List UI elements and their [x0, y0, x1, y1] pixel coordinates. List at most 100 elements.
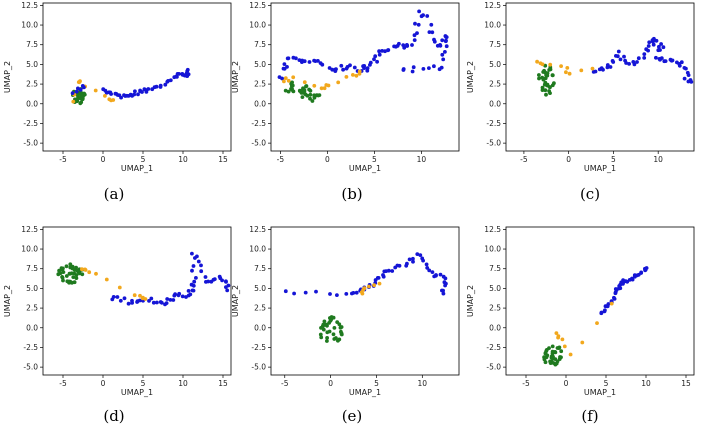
panel-a: -5.0 -2.5 0.0 2.5 5.0 7.5 10.0 12.5 -5 0 5 10 15 UMAP…: [3, 1, 232, 203]
scatter-point-blue: [397, 41, 401, 46]
scatter-point-blue: [383, 49, 387, 54]
scatter-point-orange: [556, 335, 560, 340]
scatter-point-orange: [565, 66, 570, 70]
scatter-point-blue: [158, 83, 163, 88]
panel-caption: (a): [104, 185, 125, 203]
scatter-point-blue: [302, 59, 307, 64]
scatter-point-orange: [595, 321, 599, 325]
scatter-point-blue: [415, 252, 420, 256]
scatter-point-blue: [605, 63, 610, 67]
y-tick-label: 7.5: [26, 40, 38, 49]
scatter-point-blue: [443, 34, 448, 38]
y-tick-label: 5.0: [489, 284, 501, 293]
scatter-point-green: [60, 275, 65, 280]
scatter-point-blue: [297, 58, 302, 62]
scatter-point-blue: [344, 66, 349, 71]
scatter-point-blue: [188, 292, 193, 297]
scatter-point-blue: [381, 274, 386, 279]
scatter-point-orange: [568, 352, 573, 357]
scatter-point-blue: [443, 283, 447, 288]
scatter-point-blue: [654, 38, 659, 43]
scatter-point-blue: [424, 262, 429, 267]
scatter-point-orange: [377, 281, 382, 286]
scatter-point-orange: [103, 94, 107, 98]
x-tick-label: 0: [101, 379, 106, 388]
scatter-point-blue: [352, 65, 357, 70]
scatter-point-blue: [397, 263, 402, 268]
panel-caption: (f): [581, 407, 598, 425]
scatter-point-blue: [303, 290, 308, 295]
scatter-point-blue: [111, 295, 116, 299]
scatter-point-green: [544, 92, 548, 97]
scatter-point-blue: [351, 291, 356, 295]
y-tick-label: 7.5: [489, 40, 501, 49]
scatter-point-blue: [314, 289, 318, 294]
scatter-point-blue: [282, 62, 287, 66]
scatter-point-green: [543, 80, 548, 85]
scatter-point-green: [540, 75, 545, 80]
scatter-point-blue: [175, 72, 180, 76]
x-tick-label: 15: [218, 155, 228, 164]
scatter-point-blue: [194, 276, 198, 280]
scatter-point-blue: [407, 257, 412, 262]
x-tick-label: -5: [277, 155, 285, 164]
scatter-point-green: [327, 321, 331, 325]
scatter-point-green: [327, 329, 332, 334]
scatter-point-blue: [341, 67, 345, 72]
y-tick-label: -2.5: [251, 119, 266, 128]
scatter-point-blue: [644, 266, 649, 270]
scatter-point-orange: [590, 66, 595, 71]
scatter-point-blue: [642, 56, 647, 60]
scatter-point-green: [310, 99, 315, 103]
scatter-point-green: [300, 88, 305, 93]
scatter-point-green: [545, 83, 549, 88]
scatter-point-blue: [418, 253, 423, 257]
y-axis-label: UMAP_2: [231, 285, 240, 317]
scatter-point-blue: [118, 298, 123, 303]
scatter-point-blue: [443, 276, 448, 281]
scatter-point-blue: [335, 293, 339, 297]
scatter-point-blue: [405, 43, 409, 47]
scatter-point-blue: [328, 292, 332, 296]
scatter-point-blue: [642, 52, 647, 56]
scatter-point-blue: [377, 52, 382, 57]
scatter-point-blue: [631, 60, 636, 64]
scatter-point-green: [283, 88, 288, 93]
scatter-point-green: [57, 268, 61, 273]
scatter-point-orange: [80, 267, 84, 272]
scatter-point-orange: [609, 301, 614, 306]
scatter-point-blue: [115, 295, 120, 299]
scatter-point-green: [545, 73, 550, 78]
scatter-point-blue: [316, 59, 320, 63]
scatter-point-blue: [682, 76, 687, 81]
scatter-point-green: [537, 73, 541, 77]
y-tick-label: 0.0: [489, 323, 501, 332]
scatter-point-green: [339, 331, 344, 336]
scatter-point-blue: [196, 259, 201, 264]
scatter-point-orange: [560, 337, 565, 342]
scatter-point-blue: [441, 291, 446, 296]
panel-caption: (e): [342, 407, 363, 425]
scatter-point-blue: [401, 68, 406, 72]
scatter-point-orange: [71, 99, 76, 104]
scatter-point-orange: [322, 86, 327, 91]
scatter-point-blue: [658, 57, 662, 62]
x-axis-label: UMAP_1: [584, 164, 616, 173]
scatter-point-blue: [630, 276, 634, 281]
scatter-points: [283, 252, 448, 343]
scatter-point-green: [552, 81, 556, 86]
scatter-point-orange: [372, 283, 376, 288]
scatter-point-orange: [564, 70, 568, 75]
y-tick-label: 12.5: [21, 225, 38, 234]
scatter-point-orange: [344, 75, 349, 79]
scatter-point-orange: [580, 340, 585, 345]
scatter-point-blue: [365, 66, 370, 70]
scatter-point-green: [337, 337, 342, 342]
scatter-point-green: [79, 93, 84, 98]
scatter-point-blue: [593, 69, 598, 74]
scatter-point-green: [550, 73, 555, 78]
scatter-point-blue: [224, 285, 228, 289]
scatter-point-blue: [189, 282, 194, 287]
y-tick-label: 10.0: [21, 245, 38, 254]
scatter-point-blue: [646, 48, 650, 53]
